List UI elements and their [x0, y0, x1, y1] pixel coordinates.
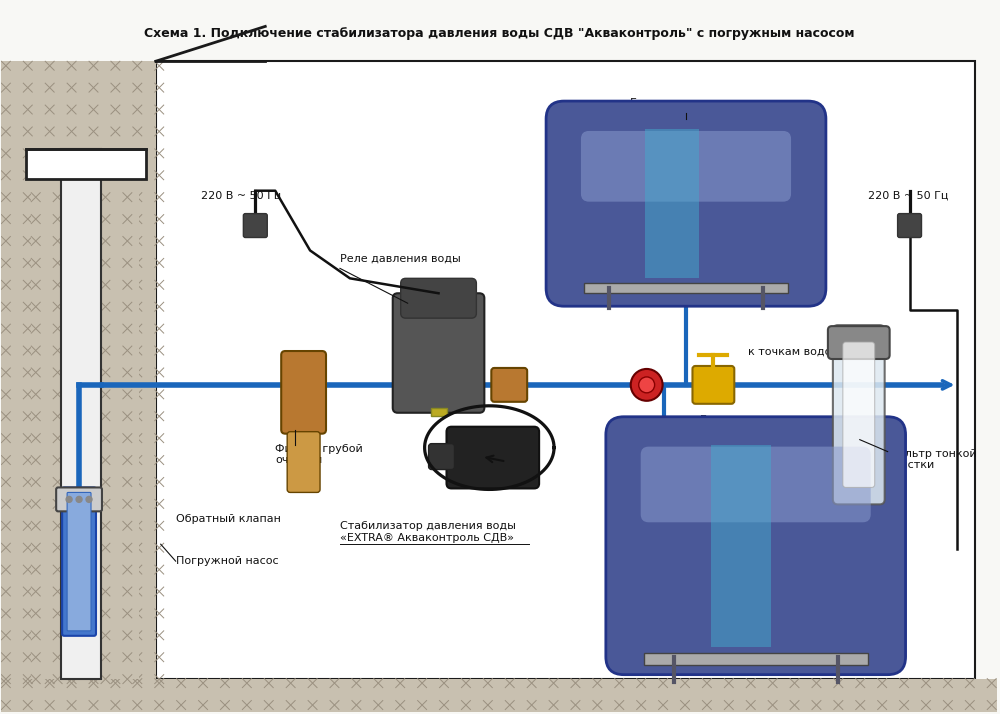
FancyBboxPatch shape	[67, 493, 91, 631]
FancyBboxPatch shape	[546, 101, 826, 306]
Circle shape	[639, 377, 655, 393]
Text: 220 В ~ 50 Гц: 220 В ~ 50 Гц	[868, 191, 948, 201]
FancyBboxPatch shape	[898, 213, 922, 238]
Bar	[584, 283, 788, 293]
FancyBboxPatch shape	[833, 325, 885, 504]
FancyBboxPatch shape	[828, 326, 890, 359]
FancyBboxPatch shape	[287, 432, 320, 493]
Circle shape	[86, 496, 92, 503]
Text: 220 В ~ 50 Гц: 220 В ~ 50 Гц	[201, 191, 281, 201]
Circle shape	[66, 496, 72, 503]
Bar	[61, 149, 101, 678]
Bar	[1, 678, 997, 713]
FancyBboxPatch shape	[645, 129, 699, 278]
FancyBboxPatch shape	[401, 278, 476, 318]
FancyBboxPatch shape	[429, 443, 454, 470]
Text: Погружной насос: Погружной насос	[176, 556, 278, 566]
Bar	[644, 653, 868, 665]
FancyBboxPatch shape	[581, 131, 791, 201]
FancyBboxPatch shape	[491, 368, 527, 402]
FancyBboxPatch shape	[243, 213, 267, 238]
Circle shape	[76, 496, 82, 503]
FancyBboxPatch shape	[56, 488, 102, 511]
Text: Гидроаккумулятор: Гидроаккумулятор	[700, 415, 812, 425]
FancyBboxPatch shape	[393, 293, 484, 413]
FancyBboxPatch shape	[62, 488, 96, 636]
Text: Гидроаккумулятор: Гидроаккумулятор	[630, 98, 742, 108]
Text: Обратный клапан: Обратный клапан	[176, 514, 281, 524]
FancyBboxPatch shape	[711, 445, 771, 647]
Bar	[101, 149, 139, 678]
Bar	[156, 61, 975, 678]
FancyBboxPatch shape	[281, 351, 326, 433]
Bar	[26, 149, 146, 178]
Text: Стабилизатор давления воды
«EXTRA® Акваконтроль СДВ»: Стабилизатор давления воды «EXTRA® Аквак…	[340, 521, 516, 543]
FancyBboxPatch shape	[606, 417, 906, 675]
Bar	[31, 149, 61, 678]
FancyBboxPatch shape	[692, 366, 734, 404]
Text: Реле давления воды: Реле давления воды	[340, 253, 461, 263]
Text: к точкам водоразбора: к точкам водоразбора	[748, 347, 879, 357]
Circle shape	[631, 369, 663, 401]
Text: Фильтр тонкой
очистки: Фильтр тонкой очистки	[888, 449, 976, 471]
FancyBboxPatch shape	[447, 427, 539, 488]
Text: Фильтр грубой
очистки: Фильтр грубой очистки	[275, 444, 363, 466]
FancyBboxPatch shape	[843, 342, 875, 488]
Bar	[431, 408, 447, 416]
FancyBboxPatch shape	[641, 447, 871, 523]
Bar	[1, 61, 156, 678]
Text: Схема 1. Подключение стабилизатора давления воды СДВ "Акваконтроль" с погружным : Схема 1. Подключение стабилизатора давле…	[144, 27, 855, 40]
